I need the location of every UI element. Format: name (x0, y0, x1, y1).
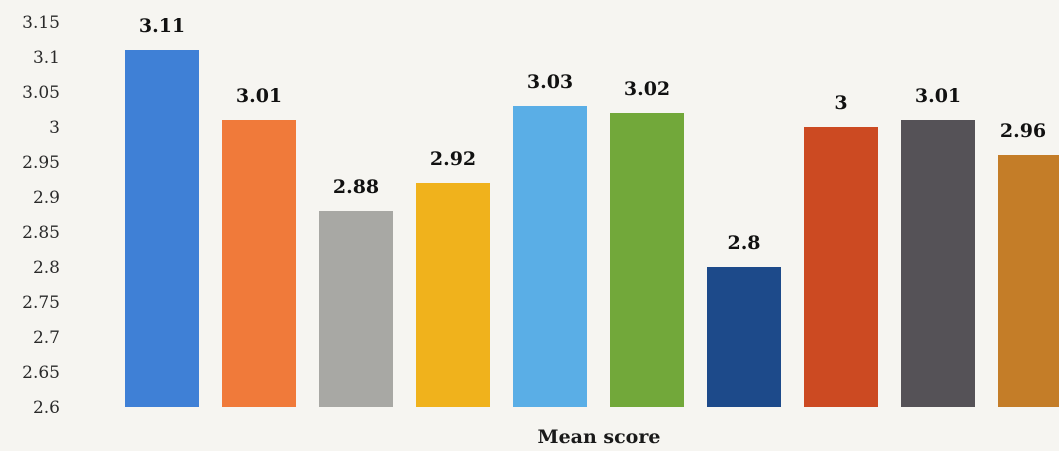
bars (125, 50, 1059, 407)
y-tick-label: 2.65 (22, 363, 60, 383)
y-tick-label: 3.1 (33, 48, 60, 68)
bar-value-label: 3 (834, 92, 847, 114)
y-tick-label: 2.95 (22, 153, 60, 173)
bar (125, 50, 199, 407)
bar-value-label: 3.01 (915, 85, 961, 107)
bar (998, 155, 1059, 407)
bar-value-label: 2.92 (430, 148, 476, 170)
bar (707, 267, 781, 407)
y-tick-label: 2.8 (33, 258, 60, 278)
y-tick-label: 2.7 (33, 328, 60, 348)
y-tick-label: 2.9 (33, 188, 60, 208)
bar-value-label: 3.03 (527, 71, 573, 93)
bar-value-label: 3.01 (236, 85, 282, 107)
bar-value-label: 3.02 (624, 78, 670, 100)
bar-value-label: 2.88 (333, 176, 379, 198)
y-tick-label: 3 (49, 118, 60, 138)
y-tick-label: 3.05 (22, 83, 60, 103)
bar (416, 183, 490, 407)
bar (901, 120, 975, 407)
bar (804, 127, 878, 407)
bar (319, 211, 393, 407)
bar-value-label: 3.11 (139, 15, 185, 37)
bar (222, 120, 296, 407)
y-tick-label: 3.15 (22, 13, 60, 33)
x-axis-label: Mean score (538, 426, 661, 448)
y-tick-label: 2.85 (22, 223, 60, 243)
bar-value-label: 2.8 (727, 232, 760, 254)
y-tick-label: 2.6 (33, 398, 60, 418)
y-axis: 2.6 2.65 2.7 2.75 2.8 2.85 2.9 2.95 3 3.05 3.1 3.15 (22, 13, 60, 418)
value-labels: 3.11 3.01 2.88 2.92 3.03 3.02 2.8 3 3.01 2.96 (139, 15, 1046, 254)
bar (610, 113, 684, 407)
bar-value-label: 2.96 (1000, 120, 1046, 142)
y-tick-label: 2.75 (22, 293, 60, 313)
bar (513, 106, 587, 407)
